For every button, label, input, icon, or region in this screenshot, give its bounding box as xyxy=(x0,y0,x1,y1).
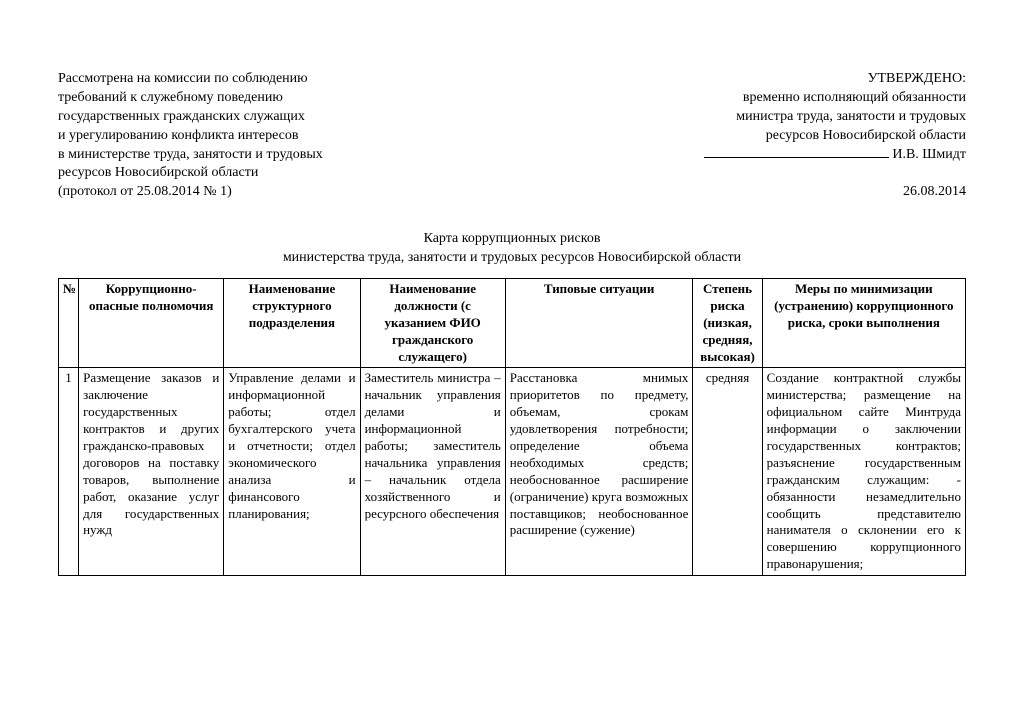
col-header-num: № xyxy=(59,279,79,368)
col-header-measures: Меры по минимизации (устранению) коррупц… xyxy=(762,279,965,368)
cell-degree: средняя xyxy=(693,368,762,576)
title-line: министерства труда, занятости и трудовых… xyxy=(58,249,966,268)
col-header-position: Наименование должности (с указанием ФИО … xyxy=(360,279,505,368)
header-left-line: ресурсов Новосибирской области xyxy=(58,164,323,183)
risk-map-table: № Коррупционно-опасные полномочия Наимен… xyxy=(58,278,966,576)
header-block: Рассмотрена на комиссии по соблюдению тр… xyxy=(58,70,966,202)
approved-label: УТВЕРЖДЕНО: xyxy=(704,70,966,89)
header-left-line: в министерстве труда, занятости и трудов… xyxy=(58,146,323,165)
table-header-row: № Коррупционно-опасные полномочия Наимен… xyxy=(59,279,966,368)
header-right: УТВЕРЖДЕНО: временно исполняющий обязанн… xyxy=(704,70,966,202)
header-right-line: министра труда, занятости и трудовых xyxy=(704,108,966,127)
cell-unit: Управление делами и информационной работ… xyxy=(224,368,360,576)
approval-date: 26.08.2014 xyxy=(704,183,966,202)
header-left-line: требований к служебному поведению xyxy=(58,89,323,108)
table-row: 1 Размещение заказов и заключение госуда… xyxy=(59,368,966,576)
cell-measures: Создание контрактной службы министерства… xyxy=(762,368,965,576)
document-title: Карта коррупционных рисков министерства … xyxy=(58,230,966,268)
col-header-situations: Типовые ситуации xyxy=(505,279,693,368)
col-header-unit: Наименование структурного подразделения xyxy=(224,279,360,368)
signature-line: И.В. Шмидт xyxy=(704,146,966,165)
cell-position: Заместитель министра – начальник управле… xyxy=(360,368,505,576)
document-page: Рассмотрена на комиссии по соблюдению тр… xyxy=(0,0,1024,596)
cell-powers: Размещение заказов и заключение государс… xyxy=(79,368,224,576)
title-line: Карта коррупционных рисков xyxy=(58,230,966,249)
header-left: Рассмотрена на комиссии по соблюдению тр… xyxy=(58,70,323,202)
col-header-degree: Степень риска (низкая, средняя, высокая) xyxy=(693,279,762,368)
header-left-line: государственных гражданских служащих xyxy=(58,108,323,127)
header-left-line: Рассмотрена на комиссии по соблюдению xyxy=(58,70,323,89)
header-right-line: временно исполняющий обязанности xyxy=(704,89,966,108)
signatory-name: И.В. Шмидт xyxy=(892,147,966,162)
cell-situations: Расстановка мнимых приоритетов по предме… xyxy=(505,368,693,576)
header-right-line: ресурсов Новосибирской области xyxy=(704,127,966,146)
header-left-line: и урегулированию конфликта интересов xyxy=(58,127,323,146)
cell-num: 1 xyxy=(59,368,79,576)
col-header-powers: Коррупционно-опасные полномочия xyxy=(79,279,224,368)
header-left-line: (протокол от 25.08.2014 № 1) xyxy=(58,183,323,202)
